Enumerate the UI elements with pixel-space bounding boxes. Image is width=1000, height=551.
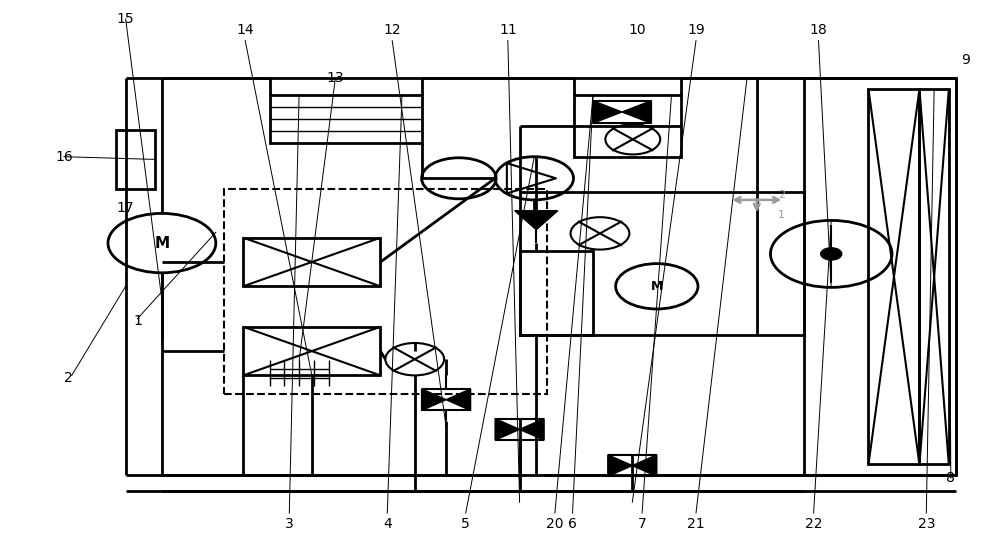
Text: 16: 16 (55, 150, 73, 164)
Text: 11: 11 (499, 23, 517, 37)
Bar (116, 129, 155, 189)
Bar (224, 189, 547, 395)
Text: 1: 1 (778, 210, 785, 220)
Text: 12: 12 (383, 23, 401, 37)
Text: 18: 18 (810, 23, 827, 37)
Text: 3: 3 (285, 517, 294, 531)
Text: 14: 14 (236, 23, 254, 37)
Text: 19: 19 (687, 23, 705, 37)
Text: 5: 5 (461, 517, 470, 531)
Text: 22: 22 (805, 517, 822, 531)
Bar (868, 89, 919, 464)
Bar (574, 95, 681, 156)
Text: 23: 23 (918, 517, 935, 531)
Polygon shape (520, 419, 544, 440)
Polygon shape (622, 101, 651, 123)
Bar (520, 251, 593, 335)
Bar (270, 95, 422, 143)
Text: 7: 7 (638, 517, 646, 531)
Polygon shape (608, 455, 632, 477)
Polygon shape (632, 455, 657, 477)
Polygon shape (593, 101, 622, 123)
Text: 17: 17 (117, 201, 134, 215)
Bar (243, 327, 380, 375)
Text: 6: 6 (568, 517, 577, 531)
Text: 2: 2 (778, 190, 785, 199)
Text: 9: 9 (961, 52, 970, 67)
Text: 4: 4 (383, 517, 392, 531)
Text: 21: 21 (687, 517, 705, 531)
Bar (243, 237, 380, 287)
Polygon shape (446, 389, 471, 410)
Polygon shape (422, 389, 446, 410)
Text: 20: 20 (546, 517, 564, 531)
Text: 1: 1 (133, 315, 142, 328)
Polygon shape (515, 210, 558, 230)
Bar (919, 89, 949, 464)
Polygon shape (495, 419, 520, 440)
Text: 13: 13 (327, 72, 344, 85)
Text: 2: 2 (64, 371, 73, 385)
Bar (804, 78, 956, 476)
Text: M: M (154, 236, 169, 251)
Text: 10: 10 (628, 23, 646, 37)
Bar (520, 192, 804, 335)
Text: M: M (651, 280, 663, 293)
Circle shape (821, 249, 841, 260)
Text: 15: 15 (117, 12, 134, 26)
Text: 8: 8 (946, 471, 955, 485)
